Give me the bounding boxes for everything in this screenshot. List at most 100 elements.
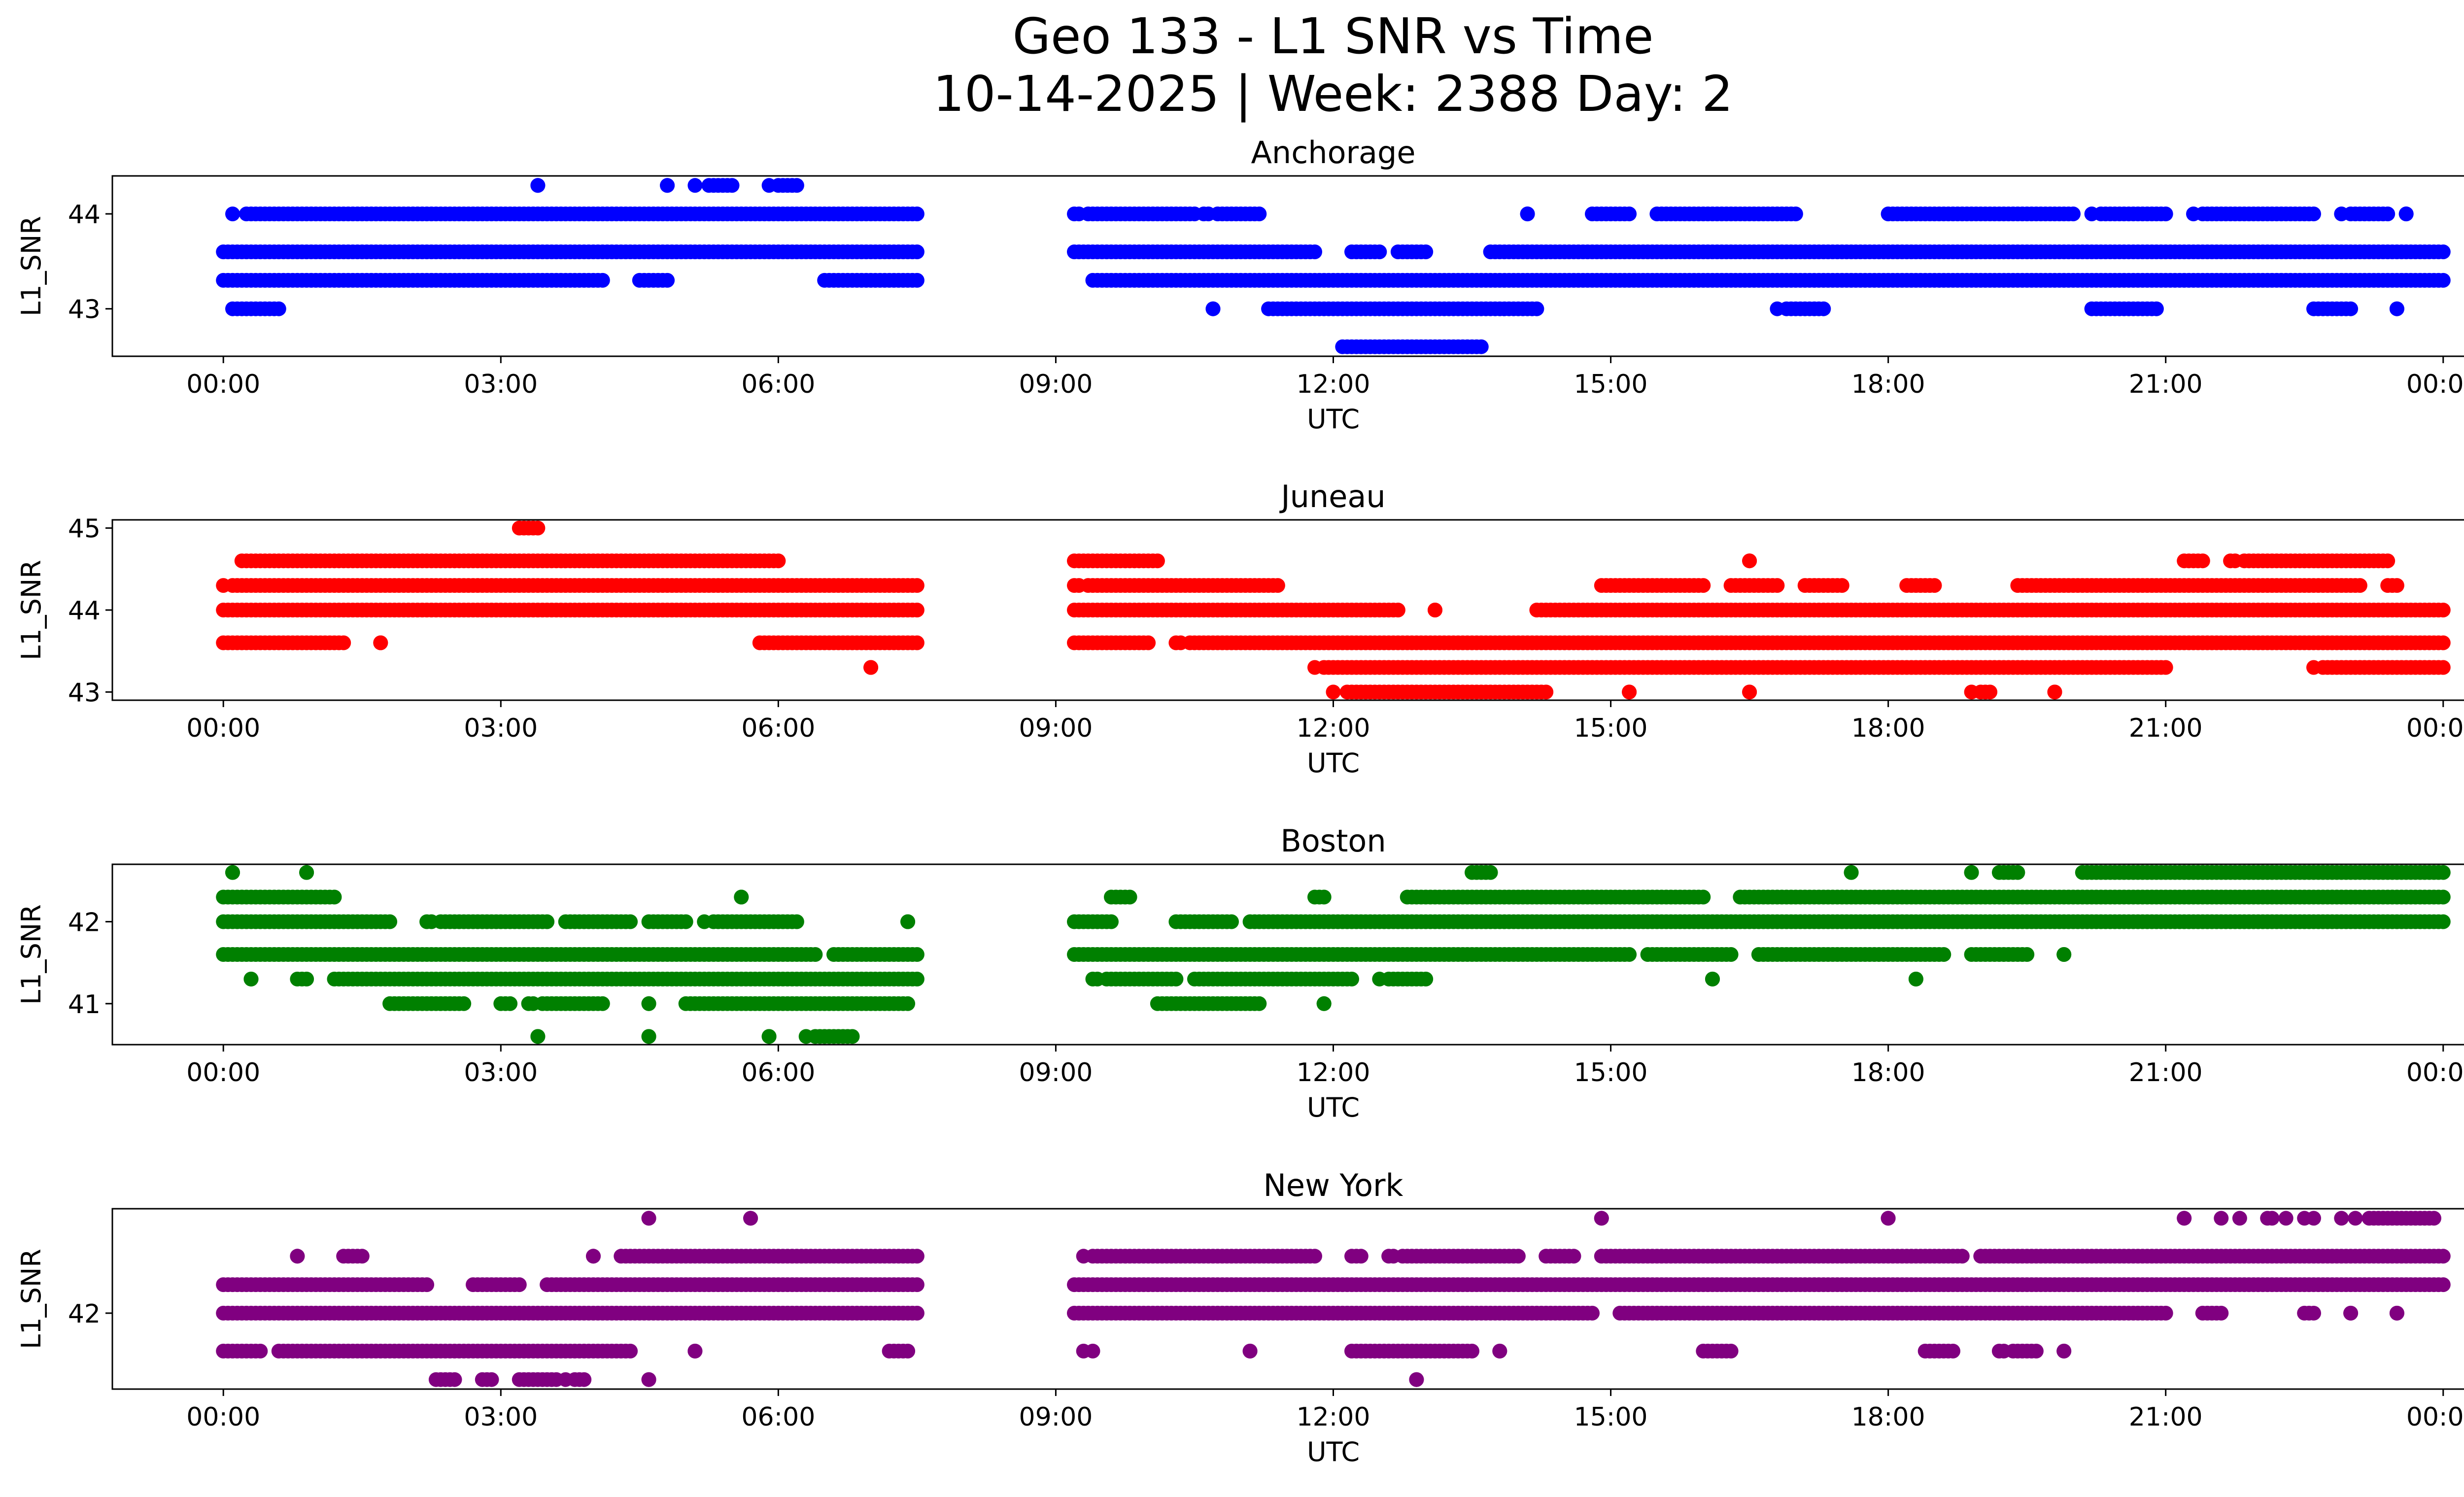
data-point-new-york bbox=[1354, 1249, 1369, 1263]
data-point-anchorage bbox=[2436, 273, 2451, 288]
data-point-boston bbox=[845, 1029, 860, 1044]
data-point-anchorage bbox=[1307, 244, 1322, 259]
data-point-anchorage bbox=[2306, 206, 2321, 221]
data-point-juneau bbox=[1141, 636, 1156, 650]
x-tick-label-juneau: 03:00 bbox=[464, 714, 538, 743]
data-point-juneau bbox=[1927, 578, 1942, 593]
data-point-boston bbox=[623, 915, 638, 929]
data-point-new-york bbox=[512, 1277, 527, 1292]
data-point-boston bbox=[1724, 947, 1739, 962]
data-point-anchorage bbox=[2436, 244, 2451, 259]
data-point-juneau bbox=[2390, 578, 2404, 593]
data-point-anchorage bbox=[1529, 302, 1544, 316]
data-point-boston bbox=[1622, 947, 1637, 962]
data-point-juneau bbox=[2048, 684, 2062, 699]
data-point-new-york bbox=[2334, 1211, 2349, 1225]
data-point-boston bbox=[503, 996, 517, 1011]
x-tick-label-boston: 06:00 bbox=[741, 1058, 815, 1088]
data-point-boston bbox=[1123, 890, 1137, 905]
x-tick-label-anchorage: 03:00 bbox=[464, 370, 538, 399]
data-point-anchorage bbox=[660, 273, 675, 288]
x-axis-label-boston: UTC bbox=[1307, 1092, 1360, 1123]
data-point-boston bbox=[327, 890, 342, 905]
data-point-new-york bbox=[1567, 1249, 1581, 1263]
data-point-anchorage bbox=[789, 178, 804, 193]
data-point-anchorage bbox=[2066, 206, 2081, 221]
data-point-new-york bbox=[2279, 1211, 2293, 1225]
data-point-new-york bbox=[2177, 1211, 2191, 1225]
data-point-anchorage bbox=[1788, 206, 1803, 221]
panel-title-boston: Boston bbox=[1280, 823, 1386, 859]
data-point-boston bbox=[789, 915, 804, 929]
x-tick-label-juneau: 06:00 bbox=[741, 714, 815, 743]
data-point-boston bbox=[1317, 890, 1332, 905]
data-point-boston bbox=[642, 1029, 656, 1044]
data-point-juneau bbox=[910, 578, 924, 593]
data-point-new-york bbox=[355, 1249, 370, 1263]
data-point-juneau bbox=[2380, 553, 2395, 568]
data-point-juneau bbox=[910, 603, 924, 617]
data-point-juneau bbox=[1742, 684, 1757, 699]
data-point-juneau bbox=[2353, 578, 2367, 593]
x-tick-label-juneau: 18:00 bbox=[1851, 714, 1925, 743]
data-point-juneau bbox=[863, 660, 878, 675]
x-tick-label-anchorage: 21:00 bbox=[2129, 370, 2203, 399]
data-point-boston bbox=[382, 915, 397, 929]
data-point-new-york bbox=[2306, 1211, 2321, 1225]
x-tick-label-anchorage: 09:00 bbox=[1019, 370, 1093, 399]
data-point-anchorage bbox=[725, 178, 740, 193]
data-point-new-york bbox=[910, 1249, 924, 1263]
x-tick-label-anchorage: 15:00 bbox=[1574, 370, 1648, 399]
x-tick-label-boston: 21:00 bbox=[2129, 1058, 2203, 1088]
data-point-new-york bbox=[2348, 1211, 2363, 1225]
data-point-boston bbox=[244, 972, 259, 987]
data-point-anchorage bbox=[1206, 302, 1221, 316]
data-point-boston bbox=[734, 890, 749, 905]
data-point-anchorage bbox=[225, 206, 240, 221]
data-point-boston bbox=[2436, 865, 2451, 880]
data-point-boston bbox=[299, 865, 314, 880]
data-point-juneau bbox=[2436, 636, 2451, 650]
data-point-boston bbox=[456, 996, 471, 1011]
data-point-boston bbox=[1909, 972, 1923, 987]
data-point-juneau bbox=[336, 636, 351, 650]
data-point-boston bbox=[1696, 890, 1711, 905]
data-point-boston bbox=[1252, 996, 1266, 1011]
data-point-anchorage bbox=[2343, 302, 2358, 316]
chart-title-line2: 10-14-2025 | Week: 2388 Day: 2 bbox=[933, 65, 1733, 123]
data-point-juneau bbox=[1622, 684, 1637, 699]
data-point-anchorage bbox=[2380, 206, 2395, 221]
x-tick-label-anchorage: 00:00 bbox=[2406, 370, 2464, 399]
data-point-juneau bbox=[1742, 553, 1757, 568]
data-point-boston bbox=[762, 1029, 777, 1044]
x-axis-label-anchorage: UTC bbox=[1307, 404, 1360, 435]
data-point-juneau bbox=[771, 553, 786, 568]
data-point-juneau bbox=[1696, 578, 1711, 593]
data-point-anchorage bbox=[687, 178, 702, 193]
x-tick-label-boston: 00:00 bbox=[2406, 1058, 2464, 1088]
data-point-boston bbox=[642, 996, 656, 1011]
x-tick-label-juneau: 12:00 bbox=[1297, 714, 1370, 743]
data-point-anchorage bbox=[910, 206, 924, 221]
x-tick-label-anchorage: 18:00 bbox=[1851, 370, 1925, 399]
data-point-juneau bbox=[1539, 684, 1553, 699]
data-point-new-york bbox=[910, 1277, 924, 1292]
x-tick-label-juneau: 09:00 bbox=[1019, 714, 1093, 743]
data-point-juneau bbox=[373, 636, 388, 650]
data-point-new-york bbox=[1594, 1211, 1609, 1225]
data-point-boston bbox=[299, 972, 314, 987]
y-axis-label-anchorage: L1_SNR bbox=[16, 216, 47, 316]
data-point-boston bbox=[2436, 890, 2451, 905]
y-tick-label-anchorage: 44 bbox=[68, 200, 101, 230]
x-tick-label-juneau: 15:00 bbox=[1574, 714, 1648, 743]
data-point-boston bbox=[540, 915, 554, 929]
data-point-anchorage bbox=[1474, 340, 1489, 354]
x-tick-label-boston: 15:00 bbox=[1574, 1058, 1648, 1088]
data-point-anchorage bbox=[1372, 244, 1387, 259]
data-point-new-york bbox=[2232, 1211, 2247, 1225]
data-point-juneau bbox=[1270, 578, 1285, 593]
data-point-anchorage bbox=[530, 178, 545, 193]
data-point-boston bbox=[1483, 865, 1498, 880]
